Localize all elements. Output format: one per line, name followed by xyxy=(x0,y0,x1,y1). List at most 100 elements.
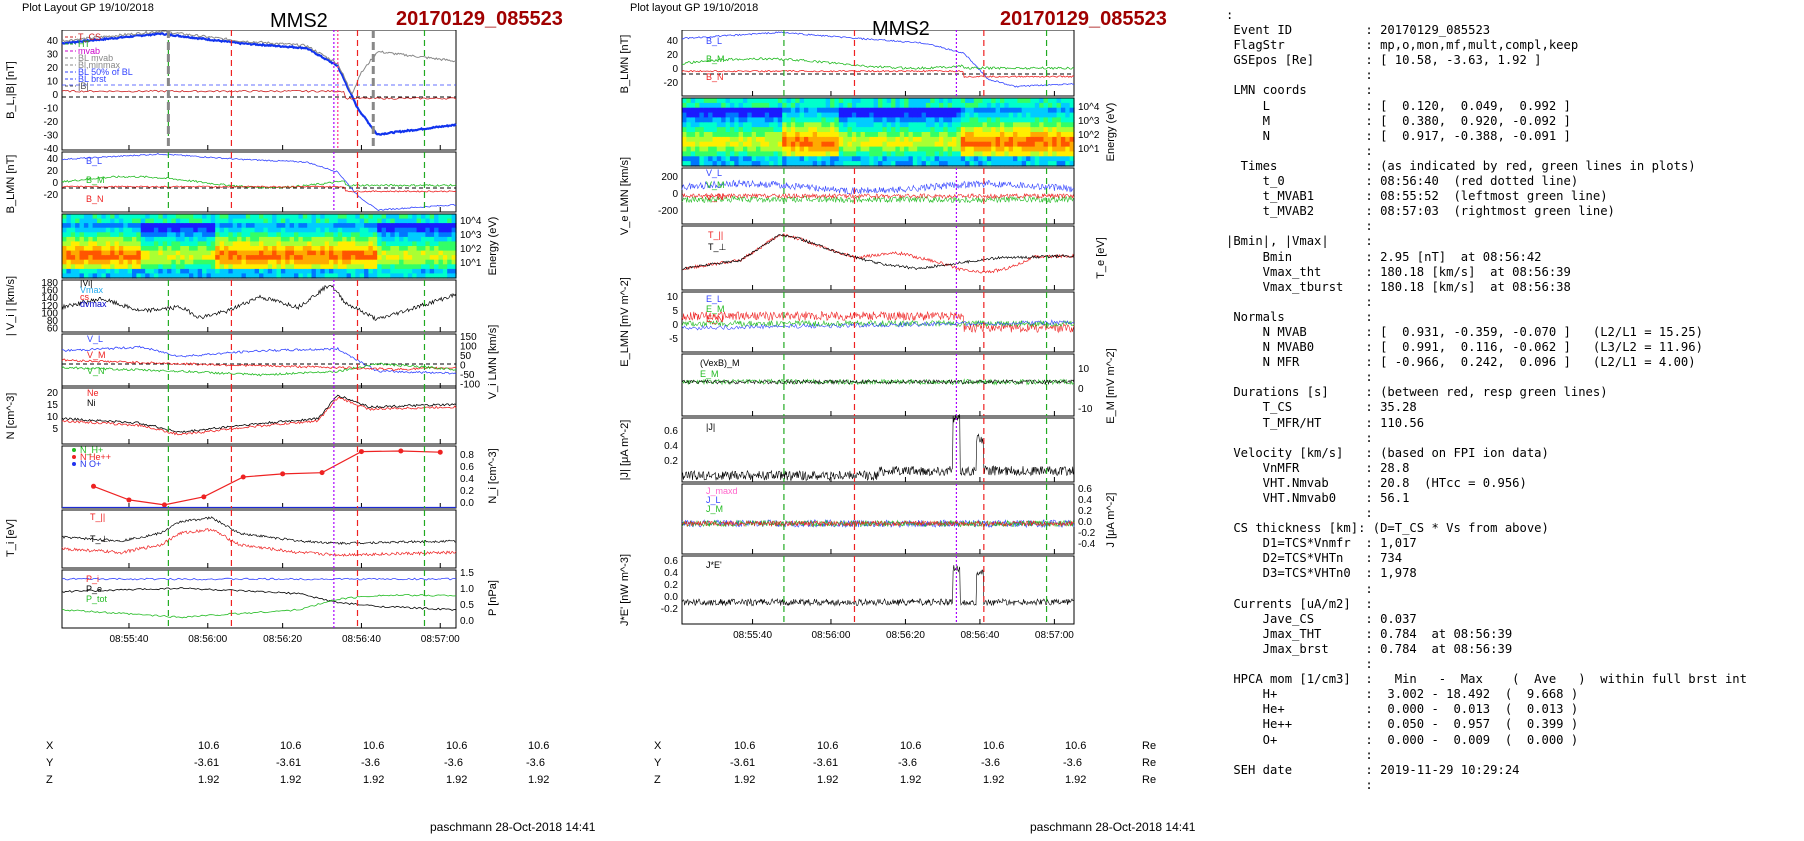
legend-label: Bl,minmax xyxy=(78,60,121,70)
spectrogram-cell xyxy=(991,117,997,123)
left-footer: paschmann 28-Oct-2018 14:41 xyxy=(430,820,596,834)
spectrogram-cell xyxy=(1039,98,1045,104)
spectrogram-cell xyxy=(721,151,727,157)
spectrogram-cell xyxy=(193,223,199,229)
spectrogram-cell xyxy=(145,259,151,265)
spectrogram-cell xyxy=(786,156,792,162)
spectrogram-cell xyxy=(777,102,783,109)
spectrogram-cell xyxy=(860,112,866,119)
spectrogram-cell xyxy=(777,156,783,162)
spectrogram-cell xyxy=(899,132,905,138)
spectrogram-cell xyxy=(682,156,687,162)
spectrogram-cell xyxy=(1004,98,1010,104)
spectrogram-cell xyxy=(320,259,326,265)
spectrogram-cell xyxy=(407,227,413,233)
spectrogram-cell xyxy=(982,102,988,109)
spectrogram-cell xyxy=(917,141,923,148)
spectrogram-cell xyxy=(864,112,870,119)
spectrogram-cell xyxy=(878,107,883,114)
spectrogram-cell xyxy=(891,107,897,114)
spectrogram-cell xyxy=(912,146,918,153)
spectrogram-cell xyxy=(451,273,457,279)
y-tick-label: 0.2 xyxy=(664,456,678,467)
spectrogram-cell xyxy=(92,259,98,265)
spectrogram-cell xyxy=(241,214,247,220)
spectrogram-cell xyxy=(925,151,931,157)
spectrogram-cell xyxy=(917,122,923,128)
spectrogram-cell xyxy=(97,273,102,279)
spectrogram-cell xyxy=(1026,122,1032,128)
spectrogram-cell xyxy=(799,107,805,114)
spectrogram-cell xyxy=(812,156,818,162)
spectrogram-cell xyxy=(1034,122,1040,128)
spectrogram-cell xyxy=(333,223,339,229)
series-label: V_N xyxy=(706,192,724,202)
spectrogram-cell xyxy=(773,127,779,133)
spectrogram-cell xyxy=(1069,146,1075,153)
spectrogram-cell xyxy=(790,161,796,167)
spectrogram-cell xyxy=(878,136,883,143)
spectrogram-cell xyxy=(70,268,76,275)
spectrogram-cell xyxy=(812,117,818,123)
spectrogram-cell xyxy=(315,223,321,229)
spectrogram-cell xyxy=(878,117,883,123)
spectrogram-cell xyxy=(210,241,216,247)
spectrogram-cell xyxy=(136,232,142,238)
spectrogram-cell xyxy=(364,218,370,224)
spectrogram-cell xyxy=(342,268,348,275)
spectrogram-cell xyxy=(407,236,413,243)
spectrogram-cell xyxy=(350,241,356,247)
spectrogram-cell xyxy=(790,107,796,114)
spectrogram-cell xyxy=(699,132,705,138)
series-label: T_|| xyxy=(708,230,723,240)
spectrogram-cell xyxy=(359,246,365,252)
spectrogram-cell xyxy=(421,236,426,243)
y-tick-label: 10^4 xyxy=(460,216,482,227)
spectrogram-cell xyxy=(930,146,936,153)
spectrogram-cell xyxy=(298,223,304,229)
spectrogram-cell xyxy=(712,127,718,133)
spectrogram-cell xyxy=(241,259,247,265)
spectrogram-cell xyxy=(764,122,770,128)
spectrogram-cell xyxy=(934,122,940,128)
spectrogram-cell xyxy=(795,136,801,143)
spectrogram-cell xyxy=(70,241,76,247)
spectrogram-cell xyxy=(451,218,457,224)
spectrogram-cell xyxy=(180,273,186,279)
spectrogram-cell xyxy=(895,112,901,119)
spectrogram-cell xyxy=(904,141,910,148)
jm-trace xyxy=(681,519,1075,528)
spectrogram-cell xyxy=(912,117,918,123)
spectrogram-cell xyxy=(995,122,1001,128)
spectrogram-cell xyxy=(821,112,827,119)
spectrogram-cell xyxy=(167,227,173,233)
spectrogram-cell xyxy=(302,273,308,279)
y-tick-label: -10 xyxy=(1078,404,1093,415)
spectrogram-cell xyxy=(390,214,396,220)
spectrogram-cell xyxy=(982,146,988,153)
spectrogram-cell xyxy=(825,127,831,133)
spectrogram-cell xyxy=(725,127,731,133)
spectrogram-cell xyxy=(315,264,321,270)
spectrogram-cell xyxy=(333,250,339,256)
spectrogram-cell xyxy=(690,122,696,128)
spectrogram-cell xyxy=(307,255,313,261)
y-tick-label: 0 xyxy=(672,64,678,75)
spectrogram-cell xyxy=(782,122,788,128)
spectrogram-cell xyxy=(1043,156,1049,162)
spectrogram-cell xyxy=(1047,146,1053,153)
y-tick-label: 0.4 xyxy=(1078,495,1092,506)
y-tick-label: 10^2 xyxy=(1078,130,1100,141)
legend-label: |B| xyxy=(78,81,89,91)
spectrogram-cell xyxy=(886,161,892,167)
spectrogram-cell xyxy=(864,156,870,162)
spectrogram-cell xyxy=(721,141,727,148)
y-tick-label: -5 xyxy=(669,334,678,345)
spectrogram-cell xyxy=(821,146,827,153)
spectrogram-cell xyxy=(320,227,326,233)
spectrogram-cell xyxy=(1004,102,1010,109)
spectrogram-cell xyxy=(136,273,142,279)
y-tick-label: 5 xyxy=(672,306,678,317)
spectrogram-cell xyxy=(873,107,879,114)
spectrogram-cell xyxy=(337,268,343,275)
